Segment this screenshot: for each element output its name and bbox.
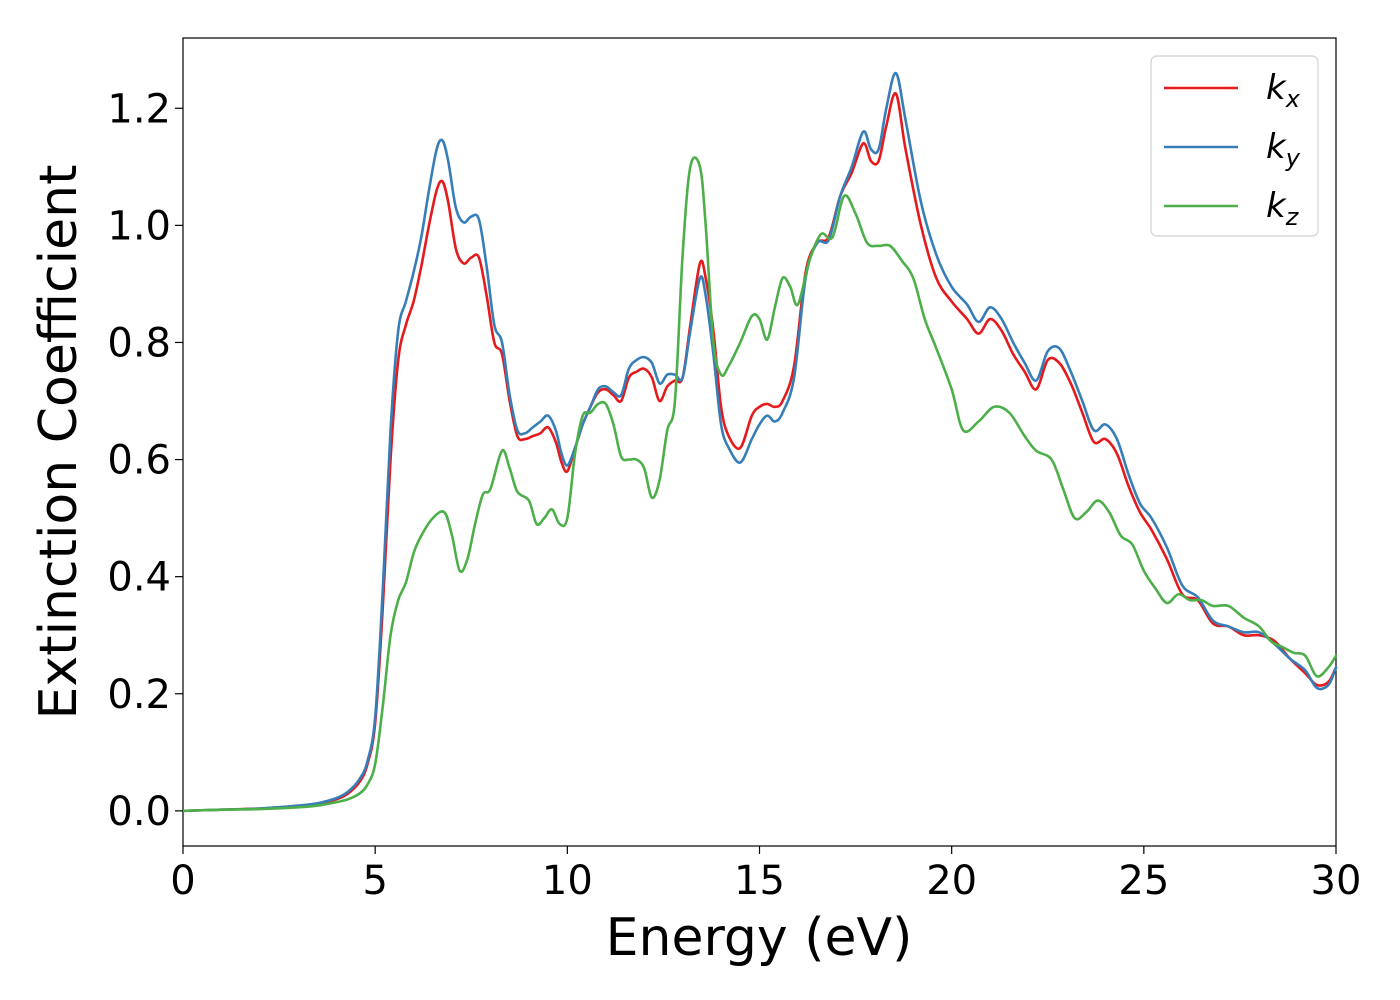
series-line-ky — [181, 71, 1338, 813]
legend-label-kx: kx — [1266, 68, 1301, 113]
series-layer — [181, 71, 1338, 813]
x-tick-label: 20 — [926, 858, 977, 904]
y-tick-label: 1.2 — [107, 86, 171, 132]
x-axis-ticks: 0 5 10 15 20 25 30 — [170, 846, 1361, 904]
x-tick-label: 15 — [734, 858, 785, 904]
legend-label-main: k — [1266, 68, 1287, 108]
x-tick-label: 10 — [542, 858, 593, 904]
legend-label-subscript: x — [1285, 85, 1301, 113]
y-tick-label: 0.2 — [107, 672, 171, 718]
legend-label-subscript: z — [1285, 203, 1300, 231]
x-tick-label: 30 — [1311, 858, 1362, 904]
x-tick-label: 25 — [1118, 858, 1169, 904]
legend-label-ky: ky — [1266, 127, 1301, 172]
y-axis-label: Extinction Coefficient — [29, 165, 89, 720]
x-tick-label: 5 — [362, 858, 387, 904]
y-tick-label: 0.6 — [107, 438, 171, 484]
y-tick-label: 0.8 — [107, 320, 171, 366]
series-line-kx — [181, 92, 1338, 813]
y-axis-ticks: 0.0 0.2 0.4 0.6 0.8 1.0 1.2 — [107, 86, 183, 835]
legend-label-subscript: y — [1285, 144, 1301, 172]
x-axis-label: Energy (eV) — [606, 908, 913, 968]
legend-label-kz: kz — [1266, 186, 1300, 231]
legend-label-main: k — [1266, 127, 1287, 167]
y-tick-label: 0.4 — [107, 555, 171, 601]
x-tick-label: 0 — [170, 858, 195, 904]
y-tick-label: 1.0 — [107, 203, 171, 249]
legend-label-main: k — [1266, 186, 1287, 226]
y-tick-label: 0.0 — [107, 789, 171, 835]
series-line-kz — [181, 156, 1338, 813]
